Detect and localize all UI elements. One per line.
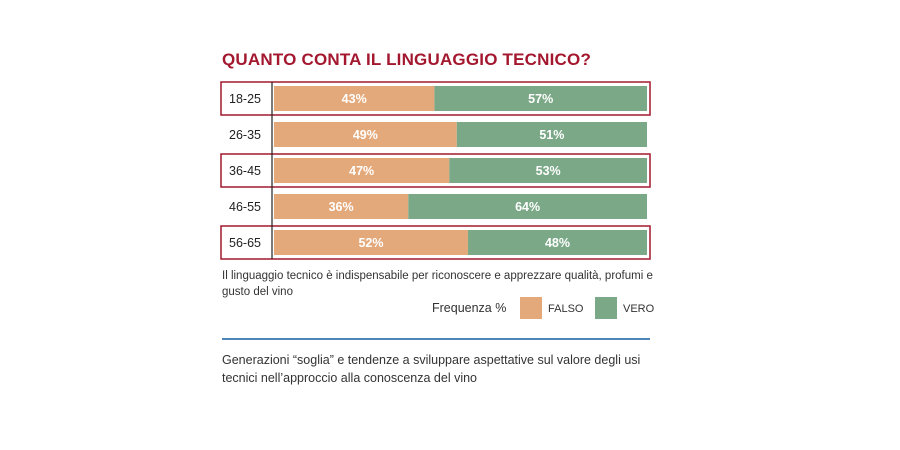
chart-title: QUANTO CONTA IL LINGUAGGIO TECNICO? (222, 50, 592, 69)
legend-title: Frequenza % (432, 301, 507, 315)
legend-label-vero: VERO (623, 303, 655, 315)
bar-vero-46-55 (408, 194, 647, 219)
data-label-falso-56-65: 52% (358, 236, 383, 250)
data-label-vero-56-65: 48% (545, 236, 570, 250)
bar-falso-18-25 (274, 86, 435, 111)
data-label-falso-46-55: 36% (329, 200, 354, 214)
bar-vero-26-35 (456, 122, 647, 147)
category-label-56-65: 56-65 (229, 236, 261, 250)
category-label-26-35: 26-35 (229, 128, 261, 142)
section-divider (222, 338, 650, 340)
legend-swatch-falso (520, 297, 542, 319)
legend-swatch-vero (595, 297, 617, 319)
highlight-box-36-45 (220, 153, 651, 188)
bar-vero-18-25 (434, 86, 647, 111)
data-label-falso-18-25: 43% (342, 92, 367, 106)
footer-note: Generazioni “soglia” e tendenze a svilup… (222, 353, 641, 385)
bar-falso-56-65 (274, 230, 468, 255)
data-label-falso-36-45: 47% (349, 164, 374, 178)
category-label-36-45: 36-45 (229, 164, 261, 178)
data-label-vero-18-25: 57% (528, 92, 553, 106)
chart-caption: Il linguaggio tecnico è indispensabile p… (222, 270, 653, 298)
bar-vero-56-65 (467, 230, 647, 255)
legend-label-falso: FALSO (548, 303, 584, 315)
bar-vero-36-45 (449, 158, 647, 183)
bar-falso-36-45 (274, 158, 450, 183)
category-label-46-55: 46-55 (229, 200, 261, 214)
highlight-box-18-25 (220, 81, 651, 116)
data-label-vero-36-45: 53% (536, 164, 561, 178)
stacked-bar-chart: 43% 57% 18-25 49% 51% 26-35 47% 53% 36-45 36% 64% 4… (220, 81, 651, 260)
category-label-18-25: 18-25 (229, 92, 261, 106)
data-label-vero-46-55: 64% (515, 200, 540, 214)
bar-falso-26-35 (274, 122, 457, 147)
highlight-box-56-65 (220, 225, 651, 260)
data-label-vero-26-35: 51% (539, 128, 564, 142)
data-label-falso-26-35: 49% (353, 128, 378, 142)
bar-falso-46-55 (274, 194, 409, 219)
